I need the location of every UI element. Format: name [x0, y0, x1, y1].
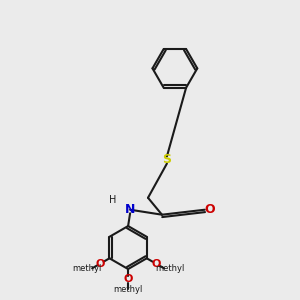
Text: H: H	[110, 195, 117, 205]
Text: O: O	[151, 259, 160, 269]
Text: methyl: methyl	[155, 264, 184, 273]
Text: N: N	[125, 203, 135, 216]
Text: O: O	[96, 259, 105, 269]
Text: O: O	[123, 274, 133, 284]
Text: O: O	[204, 203, 214, 216]
Text: methyl: methyl	[113, 285, 143, 294]
Text: S: S	[162, 154, 171, 166]
Text: methyl: methyl	[72, 264, 101, 273]
